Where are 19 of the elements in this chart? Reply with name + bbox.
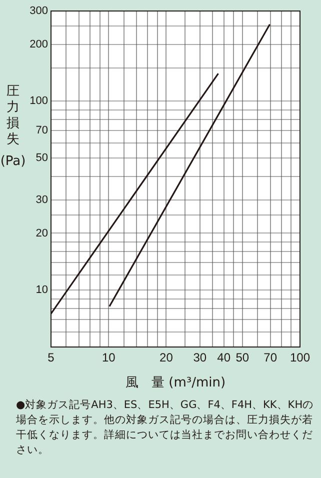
text: ●対象ガス記号AH3、ES、E5H、GG、F4、F4H、KK、KHの場合を示します。他の対象ガス記号の場合は、圧力損失が若干低くなります。詳細については当社までお問い合わせください。: [16, 398, 315, 458]
x-tick-label: 30: [193, 350, 207, 365]
x-axis-title: 風 量 (m³/min): [125, 376, 226, 391]
x-tick-label: 50: [236, 350, 250, 365]
y-axis-title: 圧力損失 (Pa): [0, 84, 26, 169]
x-tick-label: 20: [160, 350, 174, 365]
x-tick-label: 40: [217, 350, 231, 365]
y-tick-label: 10: [36, 284, 48, 296]
x-tick-label: 100: [290, 350, 310, 365]
y-tick-label: 200: [30, 38, 48, 50]
y-tick-label: 50: [36, 152, 48, 164]
y-tick-label: 30: [36, 194, 48, 206]
x-tick-label: 70: [264, 350, 278, 365]
y-tick-label: 300: [30, 5, 48, 18]
x-tick-label: 10: [102, 350, 116, 365]
y-tick-label: 70: [36, 124, 48, 136]
y-tick-label: 20: [36, 227, 48, 240]
x-tick-label: 5: [48, 350, 55, 365]
y-tick-label: 100: [30, 95, 48, 108]
